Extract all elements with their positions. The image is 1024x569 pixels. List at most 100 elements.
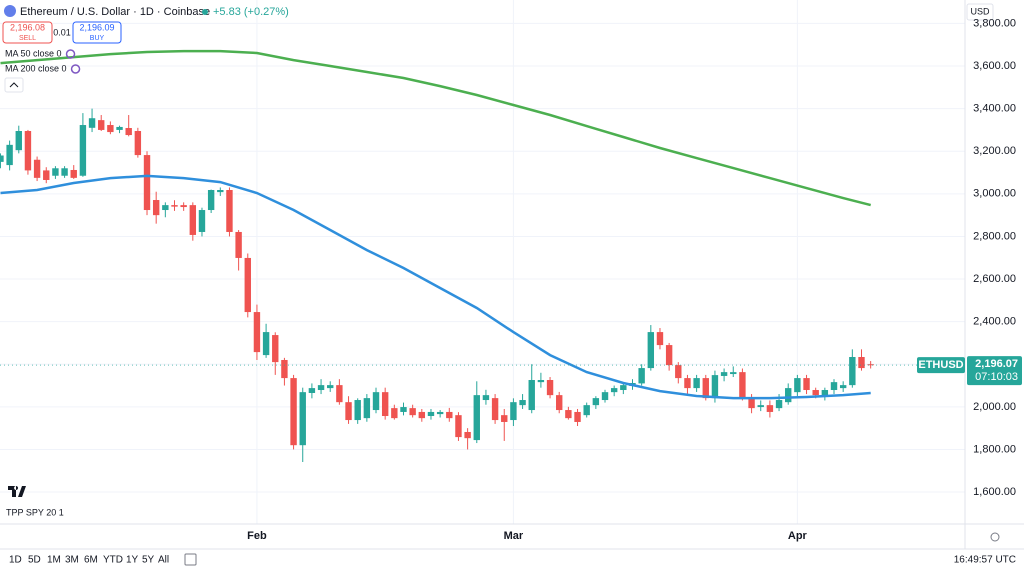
candle-body [244,257,251,313]
indicator-icon[interactable] [65,49,76,59]
date-range-icon[interactable] [184,553,197,566]
collapse-button[interactable] [4,77,24,93]
candle-body [152,200,160,216]
candle-body [6,144,13,166]
symbol-tag [917,357,965,374]
candle-body [391,408,398,419]
candle-body [839,385,847,389]
candle-body [849,357,856,386]
buy-label[interactable]: BUY [90,35,105,42]
indicator-legend: MA 200 close 0 [5,63,67,73]
y-tick-label: 2,600.00 [973,273,1016,285]
candle-body [52,168,59,176]
candle-body [592,398,600,406]
y-tick-label: 1,600.00 [973,486,1016,498]
clock: 16:49:57 UTC [954,555,1016,566]
plot [0,49,965,463]
candle-body [601,392,609,401]
range-button[interactable]: 3M [65,555,79,566]
candle-body [702,378,709,399]
range-button[interactable]: 1Y [126,555,139,566]
y-tick-label: 2,000.00 [973,401,1016,413]
candle-body [482,395,490,401]
candle-body [665,345,673,366]
candle-body [858,357,865,369]
price-change: +5.83 (+0.27%) [213,6,289,18]
candle-body [272,335,279,363]
candle-body [61,168,68,176]
candle-body [217,190,224,193]
candle-body [207,190,215,211]
indicator-icon[interactable] [70,64,81,74]
buy-price[interactable]: 2,196.09 [79,22,114,32]
candle-body [739,372,746,399]
sell-price[interactable]: 2,196.08 [10,22,45,32]
candle-body [528,380,535,411]
buy-button[interactable] [72,21,122,44]
candle-body [638,368,645,384]
candle-body [794,378,801,393]
currency-box[interactable] [966,3,994,21]
candle-body [134,131,142,156]
y-tick-label: 3,800.00 [973,17,1016,29]
range-button[interactable]: 1M [47,555,61,566]
candle-body [785,388,792,403]
range-button[interactable]: YTD [103,555,123,566]
range-button[interactable]: All [158,555,169,566]
candle-body [684,378,691,389]
candle-body [354,400,361,421]
y-tick-label: 3,000.00 [973,188,1016,200]
collapse-icon [9,82,19,88]
candle-body [317,385,325,391]
range-button[interactable]: 6M [84,555,98,566]
candle-body [693,378,700,389]
candle-body [189,205,197,235]
y-tick-label: 2,800.00 [973,230,1016,242]
symbol-icon [4,5,16,17]
candle-body [281,359,288,379]
candle-body [720,372,728,376]
y-tick-label: 3,200.00 [973,145,1016,157]
moving-average [0,49,872,207]
candle-body [70,169,77,178]
candle-body [171,205,178,207]
sell-button[interactable] [2,21,53,44]
candle-body [253,312,261,353]
candle-body [336,385,343,403]
candle-body [821,390,829,396]
price-tag [967,356,1022,386]
candle-body [372,392,380,411]
candle-body [766,405,774,412]
candle-body [363,398,371,419]
candle-body [143,155,151,211]
candle-body [501,415,508,422]
settings-icon[interactable] [990,532,1000,542]
candle-body [107,125,114,133]
range-button[interactable]: 5Y [142,555,155,566]
x-tick-label: Feb [247,530,267,542]
candle-body [730,372,737,375]
candle-body [400,407,407,412]
candle-body [867,364,874,366]
range-button[interactable]: 5D [28,555,41,566]
candle-body [574,411,581,422]
candle-body [116,126,123,130]
moving-average [0,174,871,400]
candle-body [33,159,41,178]
candle-body [519,400,526,406]
candle-body [427,411,435,417]
candle-body [610,388,618,393]
candle-body [711,375,719,399]
candle-body [510,402,517,421]
sell-label[interactable]: SELL [19,35,36,42]
candle-body [418,411,426,419]
currency[interactable]: USD [970,6,990,16]
candle-body [79,125,87,176]
candle-body [262,332,270,356]
candle-body [647,332,655,369]
candle-body [15,131,22,151]
range-button[interactable]: 1D [9,555,22,566]
candle-body [125,128,132,136]
candle-body [803,378,810,391]
candle-body [812,390,819,396]
